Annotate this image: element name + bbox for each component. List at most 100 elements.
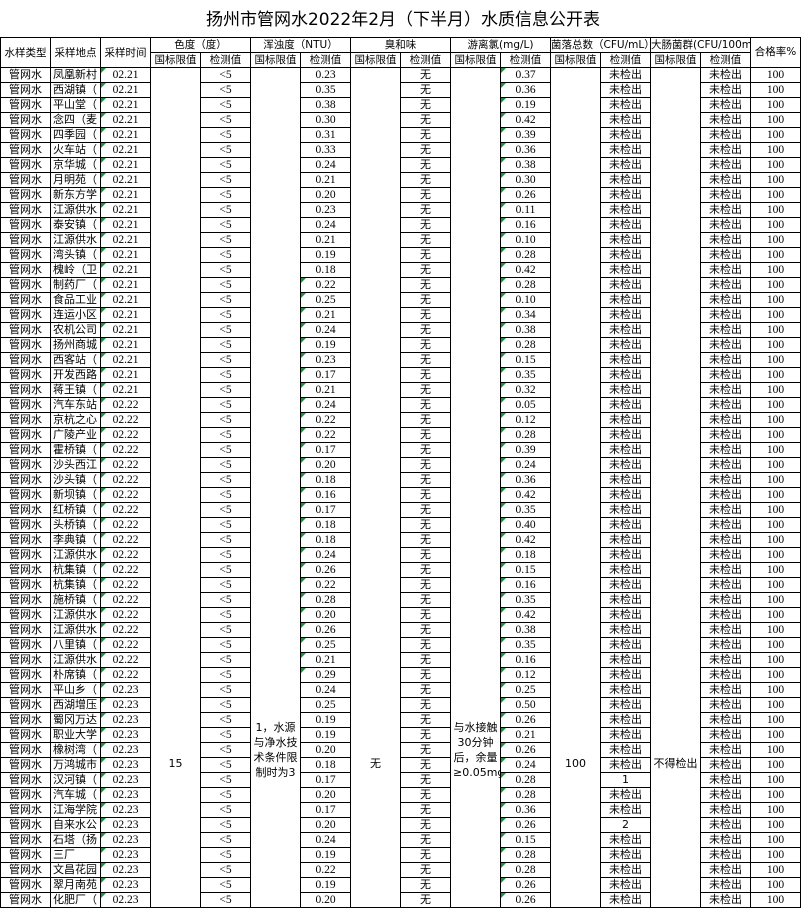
cell-type: 管网水 xyxy=(0,487,51,503)
limit-color: 15 xyxy=(150,67,201,908)
cell-colony: 未检出 xyxy=(600,652,652,668)
cell-pass_rate: 100 xyxy=(750,562,802,578)
cell-odor: 无 xyxy=(400,727,451,743)
cell-location: 沙头西江 xyxy=(50,457,101,473)
cell-type: 管网水 xyxy=(0,607,51,623)
limit-chlorine: 与水接触30分钟后，余量≥0.05mg/L xyxy=(450,67,501,908)
cell-chlorine: 0.26 xyxy=(499,892,552,908)
cell-colony: 未检出 xyxy=(600,697,652,713)
subheader-chlorine-measured: 检测值 xyxy=(499,52,552,68)
cell-color: <5 xyxy=(200,502,251,518)
cell-odor: 无 xyxy=(400,832,451,848)
cell-odor: 无 xyxy=(400,232,451,248)
cell-color: <5 xyxy=(200,547,251,563)
cell-time: 02.23 xyxy=(100,862,151,878)
cell-type: 管网水 xyxy=(0,67,51,83)
cell-color: <5 xyxy=(200,352,251,368)
cell-time: 02.23 xyxy=(100,832,151,848)
cell-color: <5 xyxy=(200,172,251,188)
cell-time: 02.22 xyxy=(100,547,151,563)
cell-chlorine: 0.35 xyxy=(499,592,552,608)
cell-location: 湾头镇（ xyxy=(50,247,101,263)
cell-turbidity: 0.20 xyxy=(300,187,351,203)
cell-pass_rate: 100 xyxy=(750,97,802,113)
limit-colony: 100 xyxy=(550,67,602,908)
cell-color: <5 xyxy=(200,832,251,848)
cell-time: 02.21 xyxy=(100,277,151,293)
table-row: 管网水 广陵产业 02.22 <5 0.22 无 0.28 未检出 未检出 100 xyxy=(0,427,802,443)
cell-color: <5 xyxy=(200,127,251,143)
cell-pass_rate: 100 xyxy=(750,502,802,518)
cell-odor: 无 xyxy=(400,247,451,263)
cell-location: 月明苑（ xyxy=(50,172,101,188)
cell-turbidity: 0.20 xyxy=(300,817,351,833)
subheader-odor-measured: 检测值 xyxy=(400,52,451,68)
cell-color: <5 xyxy=(200,562,251,578)
cell-turbidity: 0.26 xyxy=(300,622,351,638)
cell-location: 翠月南苑 xyxy=(50,877,101,893)
cell-turbidity: 0.20 xyxy=(300,892,351,908)
cell-time: 02.22 xyxy=(100,487,151,503)
cell-location: 三厂 xyxy=(50,847,101,863)
cell-type: 管网水 xyxy=(0,427,51,443)
cell-odor: 无 xyxy=(400,742,451,758)
cell-pass_rate: 100 xyxy=(750,472,802,488)
cell-turbidity: 0.29 xyxy=(300,667,351,683)
cell-location: 李典镇（ xyxy=(50,532,101,548)
cell-type: 管网水 xyxy=(0,157,51,173)
cell-pass_rate: 100 xyxy=(750,337,802,353)
cell-time: 02.22 xyxy=(100,592,151,608)
cell-pass_rate: 100 xyxy=(750,697,802,713)
cell-color: <5 xyxy=(200,157,251,173)
cell-color: <5 xyxy=(200,322,251,338)
cell-colony: 未检出 xyxy=(600,892,652,908)
cell-chlorine: 0.35 xyxy=(499,637,552,653)
cell-location: 江源供水 xyxy=(50,202,101,218)
cell-color: <5 xyxy=(200,892,251,908)
cell-time: 02.23 xyxy=(100,847,151,863)
cell-pass_rate: 100 xyxy=(750,142,802,158)
cell-time: 02.21 xyxy=(100,187,151,203)
cell-pass_rate: 100 xyxy=(750,112,802,128)
cell-chlorine: 0.35 xyxy=(499,502,552,518)
cell-odor: 无 xyxy=(400,532,451,548)
cell-type: 管网水 xyxy=(0,82,51,98)
cell-type: 管网水 xyxy=(0,322,51,338)
cell-type: 管网水 xyxy=(0,637,51,653)
cell-location: 平山乡（ xyxy=(50,682,101,698)
cell-pass_rate: 100 xyxy=(750,757,802,773)
cell-turbidity: 0.20 xyxy=(300,742,351,758)
cell-pass_rate: 100 xyxy=(750,442,802,458)
cell-type: 管网水 xyxy=(0,862,51,878)
cell-coliform: 未检出 xyxy=(700,127,752,143)
cell-colony: 未检出 xyxy=(600,112,652,128)
cell-chlorine: 0.16 xyxy=(499,577,552,593)
cell-type: 管网水 xyxy=(0,337,51,353)
cell-chlorine: 0.12 xyxy=(499,412,552,428)
cell-time: 02.22 xyxy=(100,427,151,443)
cell-color: <5 xyxy=(200,367,251,383)
cell-colony: 未检出 xyxy=(600,232,652,248)
header-sample-type: 水样类型 xyxy=(0,37,51,68)
table-row: 管网水 沙头镇（ 02.22 <5 0.18 无 0.36 未检出 未检出 100 xyxy=(0,472,802,488)
cell-coliform: 未检出 xyxy=(700,757,752,773)
cell-time: 02.23 xyxy=(100,892,151,908)
cell-chlorine: 0.37 xyxy=(499,67,552,83)
cell-chlorine: 0.25 xyxy=(499,682,552,698)
cell-pass_rate: 100 xyxy=(750,532,802,548)
cell-location: 石塔（扬 xyxy=(50,832,101,848)
cell-type: 管网水 xyxy=(0,832,51,848)
cell-time: 02.21 xyxy=(100,157,151,173)
cell-chlorine: 0.42 xyxy=(499,262,552,278)
cell-color: <5 xyxy=(200,592,251,608)
cell-chlorine: 0.21 xyxy=(499,727,552,743)
cell-chlorine: 0.24 xyxy=(499,457,552,473)
cell-chlorine: 0.28 xyxy=(499,787,552,803)
cell-turbidity: 0.33 xyxy=(300,142,351,158)
cell-location: 食品工业 xyxy=(50,292,101,308)
cell-chlorine: 0.36 xyxy=(499,82,552,98)
table-row: 管网水 汽车东站 02.22 <5 0.24 无 0.05 未检出 未检出 100 xyxy=(0,397,802,413)
cell-colony: 1 xyxy=(600,772,652,788)
cell-location: 江源供水 xyxy=(50,547,101,563)
cell-chlorine: 0.32 xyxy=(499,382,552,398)
